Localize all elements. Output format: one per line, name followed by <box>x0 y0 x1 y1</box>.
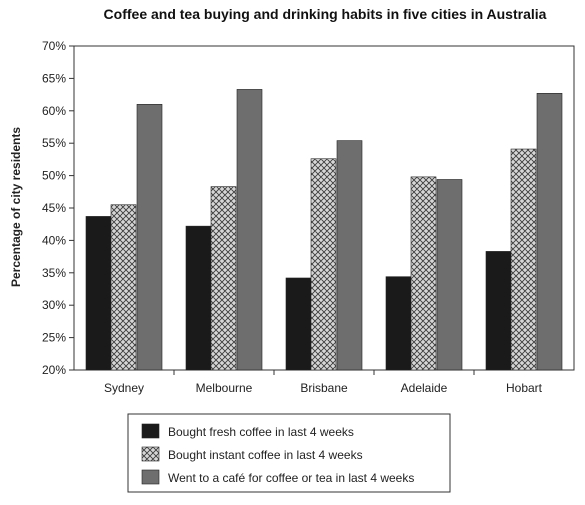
legend: Bought fresh coffee in last 4 weeks Bough… <box>127 413 451 493</box>
bar-hobart-series-3 <box>536 93 563 371</box>
legend-swatch-1 <box>141 423 160 439</box>
bar-adelaide-series-2 <box>410 176 437 371</box>
y-tick-label: 50% <box>42 169 66 183</box>
plot-area: 20% 25% 30% 35% 40% 45% 50% 55% 60% 65% 70% Sydney M… <box>42 39 575 395</box>
y-tick-label: 25% <box>42 331 66 345</box>
y-axis-label: Percentage of city residents <box>9 127 23 287</box>
y-tick-label: 55% <box>42 136 66 150</box>
bar-melbourne-series-2 <box>210 186 237 371</box>
legend-swatch-2 <box>141 446 160 462</box>
bar-sydney-series-3 <box>136 104 163 371</box>
x-tick-label: Sydney <box>104 381 144 395</box>
bar-hobart-series-2 <box>510 148 537 371</box>
bar-sydney-series-2 <box>110 204 137 371</box>
bar-hobart-series-1 <box>485 251 512 371</box>
bar-sydney-series-1 <box>85 216 112 371</box>
chart-title: Coffee and tea buying and drinking habit… <box>104 6 547 22</box>
legend-swatch-3 <box>141 469 160 485</box>
bar-melbourne-series-3 <box>236 89 263 371</box>
bar-brisbane-series-1 <box>285 277 312 371</box>
legend-label-2: Bought instant coffee in last 4 weeks <box>168 448 363 462</box>
y-tick-label: 60% <box>42 104 66 118</box>
bar-melbourne-series-1 <box>185 225 212 371</box>
x-tick-label: Adelaide <box>401 381 448 395</box>
y-tick-label: 35% <box>42 266 66 280</box>
x-tick-label: Hobart <box>506 381 543 395</box>
x-tick-label: Melbourne <box>196 381 253 395</box>
y-tick-label: 45% <box>42 201 66 215</box>
y-tick-label: 65% <box>42 71 66 85</box>
y-tick-label: 30% <box>42 298 66 312</box>
legend-label-1: Bought fresh coffee in last 4 weeks <box>168 425 354 439</box>
x-tick-label: Brisbane <box>300 381 348 395</box>
bar-brisbane-series-2 <box>310 158 337 371</box>
y-tick-label: 40% <box>42 233 66 247</box>
legend-label-3: Went to a café for coffee or tea in last… <box>168 471 414 485</box>
bar-brisbane-series-3 <box>336 140 363 371</box>
y-tick-label: 70% <box>42 39 66 53</box>
bar-adelaide-series-1 <box>385 276 412 371</box>
legend-box <box>127 413 451 493</box>
bar-adelaide-series-3 <box>436 179 463 371</box>
y-tick-label: 20% <box>42 363 66 377</box>
